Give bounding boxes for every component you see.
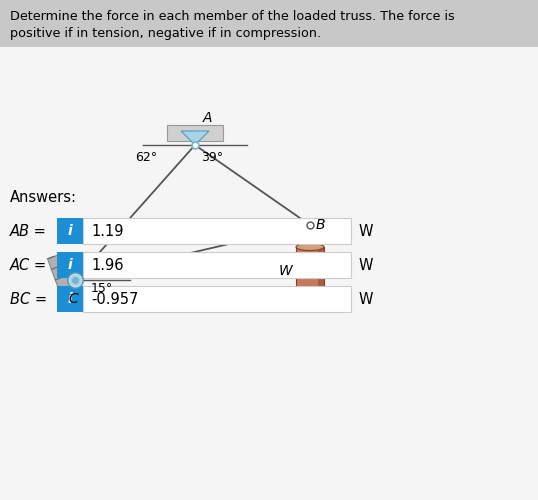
Text: -0.957: -0.957 (91, 292, 138, 306)
Bar (57, 218, 83, 244)
Text: i: i (68, 292, 73, 306)
Bar (83, 286, 351, 312)
Polygon shape (181, 131, 209, 145)
Bar (167, 125, 223, 141)
Text: 1.19: 1.19 (91, 224, 124, 238)
Bar (57, 286, 83, 312)
Bar (318, 247, 324, 295)
Bar (83, 252, 351, 278)
Text: AC =: AC = (10, 258, 47, 272)
Text: 15°: 15° (91, 282, 114, 295)
Text: 62°: 62° (135, 151, 157, 164)
Text: AB =: AB = (10, 224, 47, 238)
Text: A: A (203, 111, 213, 125)
Bar (296, 247, 324, 295)
Text: positive if in tension, negative if in compression.: positive if in tension, negative if in c… (10, 27, 321, 40)
Text: C: C (68, 292, 78, 306)
Text: Answers:: Answers: (10, 190, 77, 205)
Text: Determine the force in each member of the loaded truss. The force is: Determine the force in each member of th… (10, 10, 455, 23)
Text: 1.96: 1.96 (91, 258, 124, 272)
Text: W: W (359, 224, 373, 238)
Polygon shape (47, 254, 76, 301)
Text: W: W (359, 258, 373, 272)
Text: BC =: BC = (10, 292, 47, 306)
Ellipse shape (296, 292, 324, 298)
Bar (83, 218, 351, 244)
Text: B: B (316, 218, 325, 232)
Bar (0, 0, 538, 47)
Text: 39°: 39° (201, 151, 223, 164)
Ellipse shape (296, 244, 324, 250)
Bar (57, 252, 83, 278)
Text: i: i (68, 224, 73, 238)
Text: i: i (68, 258, 73, 272)
Text: W: W (359, 292, 373, 306)
Text: W: W (278, 264, 292, 278)
